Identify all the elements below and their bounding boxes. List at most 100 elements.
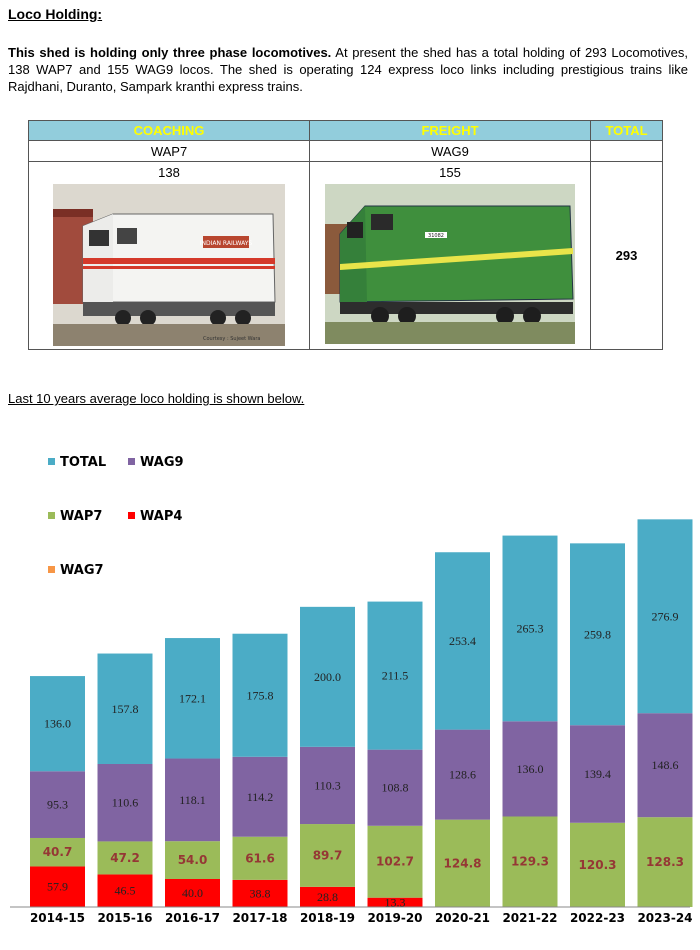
bar-wag9-2015-16 xyxy=(97,763,153,842)
label-wap4-2016-17: 40.0 xyxy=(182,886,203,900)
legend-swatch-wag7 xyxy=(48,566,55,573)
label-wag9-2017-18: 114.2 xyxy=(247,790,274,804)
legend-label-wag7: WAG7 xyxy=(60,563,104,578)
label-wap4-2019-20: 13.3 xyxy=(385,895,406,909)
label-wag9-2020-21: 128.6 xyxy=(449,768,476,782)
label-wap7-2018-19: 89.7 xyxy=(313,848,343,862)
intro-paragraph: This shed is holding only three phase lo… xyxy=(8,44,688,95)
bar-total-2019-20 xyxy=(367,601,423,750)
wap7-count: 138 xyxy=(158,165,180,180)
intro-bold: This shed is holding only three phase lo… xyxy=(8,45,332,60)
label-total-2021-22: 265.3 xyxy=(517,621,544,635)
label-wag9-2015-16: 110.6 xyxy=(112,796,139,810)
x-tick-2022-23: 2022-23 xyxy=(570,911,625,925)
bar-total-2017-18 xyxy=(232,633,288,757)
bar-wap7-2022-23 xyxy=(570,822,625,907)
table-image-row: 138 INDIAN RAILWAYS Courtesy : Su xyxy=(28,161,663,350)
bar-total-2015-16 xyxy=(97,653,153,764)
bar-wag9-2021-22 xyxy=(502,721,558,817)
wag9-count: 155 xyxy=(439,165,461,180)
legend-label-wap7: WAP7 xyxy=(60,509,102,524)
label-wag9-2023-24: 148.6 xyxy=(652,758,679,772)
bar-wap7-2014-15 xyxy=(30,837,85,867)
label-wag9-2022-23: 139.4 xyxy=(584,767,611,781)
bar-wag9-2017-18 xyxy=(232,756,288,837)
label-wap7-2017-18: 61.6 xyxy=(245,851,275,865)
label-total-2017-18: 175.8 xyxy=(247,688,274,702)
loco-holding-chart: TOTAL WAG9 WAP7 WAP4 WAG7 57.9 40.7 95.3 136.0 4… xyxy=(10,455,693,925)
wap7-locomotive-image: INDIAN RAILWAYS Courtesy : Sujeet Wara xyxy=(53,184,285,346)
bar-wap7-2017-18 xyxy=(232,836,288,880)
label-wap7-2020-21: 124.8 xyxy=(444,856,482,870)
bar-wap4-2014-15 xyxy=(30,866,85,907)
x-tick-2020-21: 2020-21 xyxy=(435,911,490,925)
legend-label-wap4: WAP4 xyxy=(140,509,182,524)
label-total-2018-19: 200.0 xyxy=(314,670,341,684)
bar-wap7-2015-16 xyxy=(97,841,153,875)
header-freight: FREIGHT xyxy=(309,120,591,141)
bar-wag9-2016-17 xyxy=(165,758,220,842)
x-axis-ticks: 2014-15 2015-16 2016-17 2017-18 2018-19 2019-… xyxy=(30,911,693,925)
bar-total-2023-24 xyxy=(637,519,693,714)
label-wap4-2014-15: 57.9 xyxy=(47,880,68,894)
x-tick-2016-17: 2016-17 xyxy=(165,911,220,925)
label-wap4-2018-19: 28.8 xyxy=(317,890,338,904)
chart-legend: TOTAL WAG9 WAP7 WAP4 WAG7 xyxy=(48,455,184,578)
type-blank xyxy=(590,140,663,162)
x-tick-2018-19: 2018-19 xyxy=(300,911,355,925)
page-heading: Loco Holding: xyxy=(8,6,103,22)
x-tick-2019-20: 2019-20 xyxy=(367,911,422,925)
label-wag9-2014-15: 95.3 xyxy=(47,798,68,812)
bar-wag9-2020-21 xyxy=(435,729,490,820)
header-total: TOTAL xyxy=(590,120,663,141)
total-value: 293 xyxy=(615,248,638,263)
bar-wap4-2017-18 xyxy=(232,879,288,907)
label-total-2022-23: 259.8 xyxy=(584,627,611,641)
bar-wap4-2016-17 xyxy=(165,879,220,907)
wag9-locomotive-image: 31082 xyxy=(325,184,575,344)
bar-wag9-2022-23 xyxy=(570,725,625,823)
table-header-row: COACHING FREIGHT TOTAL xyxy=(28,120,663,141)
label-wap7-2015-16: 47.2 xyxy=(110,851,140,865)
label-wag9-2019-20: 108.8 xyxy=(382,781,409,795)
bar-wag9-2014-15 xyxy=(30,771,85,838)
bar-wag9-2023-24 xyxy=(637,713,693,818)
header-coaching: COACHING xyxy=(28,120,310,141)
label-total-2014-15: 136.0 xyxy=(44,717,71,731)
label-wag9-2018-19: 110.3 xyxy=(314,778,341,792)
wap7-cell: 138 INDIAN RAILWAYS Courtesy : Su xyxy=(28,161,310,350)
legend-swatch-total xyxy=(48,458,55,465)
chart-data-labels: 57.9 40.7 95.3 136.0 46.5 47.2 110.6 157.8 40.0 5… xyxy=(43,609,684,909)
label-total-2023-24: 276.9 xyxy=(652,609,679,623)
legend-swatch-wap4 xyxy=(128,512,135,519)
x-tick-2017-18: 2017-18 xyxy=(232,911,287,925)
label-total-2020-21: 253.4 xyxy=(449,634,476,648)
chart-caption: Last 10 years average loco holding is sh… xyxy=(8,391,305,406)
bar-total-2020-21 xyxy=(435,552,490,730)
x-tick-2021-22: 2021-22 xyxy=(502,911,557,925)
type-wag9: WAG9 xyxy=(309,140,591,162)
bar-total-2021-22 xyxy=(502,535,558,722)
x-tick-2023-24: 2023-24 xyxy=(637,911,692,925)
label-wap7-2016-17: 54.0 xyxy=(178,853,208,867)
label-wap7-2019-20: 102.7 xyxy=(376,855,414,869)
photo-credit: Courtesy : Sujeet Wara xyxy=(203,336,260,342)
bar-total-2014-15 xyxy=(30,676,85,772)
type-wap7: WAP7 xyxy=(28,140,310,162)
intro-rest: At present the shed has a total holding … xyxy=(8,45,688,94)
label-wap7-2014-15: 40.7 xyxy=(43,845,73,859)
legend-swatch-wag9 xyxy=(128,458,135,465)
label-wap7-2021-22: 129.3 xyxy=(511,855,549,869)
bar-total-2018-19 xyxy=(300,606,355,747)
bar-wap7-2016-17 xyxy=(165,841,220,879)
bar-wap4-2015-16 xyxy=(97,874,153,907)
wap7-body-text: INDIAN RAILWAYS xyxy=(200,240,253,247)
label-wap4-2017-18: 38.8 xyxy=(250,886,271,900)
label-total-2015-16: 157.8 xyxy=(112,702,139,716)
label-wag9-2021-22: 136.0 xyxy=(517,762,544,776)
bar-wap4-2019-20 xyxy=(367,897,423,907)
label-wap7-2022-23: 120.3 xyxy=(579,858,617,872)
legend-label-wag9: WAG9 xyxy=(140,455,184,470)
bar-total-2022-23 xyxy=(570,543,625,726)
label-total-2016-17: 172.1 xyxy=(179,691,206,705)
